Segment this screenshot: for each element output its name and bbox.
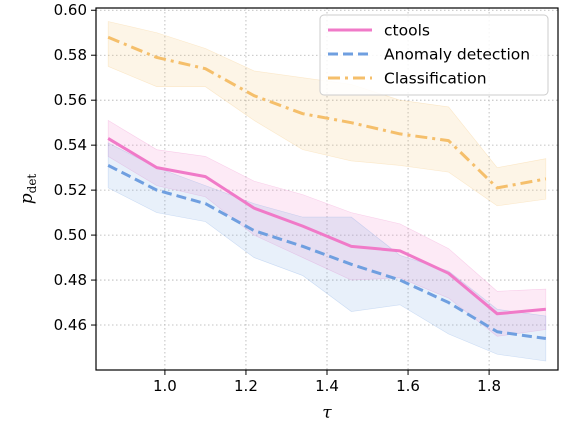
confidence-bands bbox=[107, 21, 547, 362]
y-axis-label-main: p bbox=[17, 193, 37, 204]
y-axis-label-subscript: det bbox=[25, 174, 39, 194]
ctools-line bbox=[107, 137, 546, 316]
series-lines bbox=[107, 35, 547, 341]
legend-label-ctools: ctools bbox=[384, 22, 430, 40]
legend-box bbox=[319, 14, 549, 96]
x-tick-label: 1.2 bbox=[234, 377, 258, 395]
y-tick-label: 0.48 bbox=[54, 271, 87, 289]
x-tick-label: 1.8 bbox=[477, 377, 501, 395]
y-tick-label: 0.52 bbox=[54, 181, 87, 199]
legend-label-anomaly-detection: Anomaly detection bbox=[384, 46, 530, 64]
y-axis-label: pdet bbox=[17, 174, 39, 205]
x-axis-label: τ bbox=[322, 403, 332, 423]
legend: ctools Anomaly detection Classification bbox=[319, 14, 549, 96]
classification-line bbox=[107, 35, 547, 190]
legend-label-classification: Classification bbox=[384, 70, 487, 88]
ctools-band bbox=[107, 119, 547, 337]
y-tick-label: 0.46 bbox=[54, 316, 87, 334]
legend-items: ctools Anomaly detection Classification bbox=[328, 22, 530, 88]
x-tick-label: 1.4 bbox=[315, 377, 339, 395]
y-tick-label: 0.54 bbox=[54, 136, 87, 154]
anomaly-detection-band bbox=[107, 142, 547, 362]
y-tick-label: 0.50 bbox=[54, 226, 87, 244]
axis-ticks: 1.0 1.2 1.4 1.6 1.8 0.46 0.48 0.50 0.52 0.54 0.56 0… bbox=[54, 1, 501, 395]
classification-band bbox=[107, 21, 547, 207]
x-tick-label: 1.0 bbox=[153, 377, 177, 395]
y-tick-label: 0.60 bbox=[54, 1, 87, 19]
anomaly-detection-line bbox=[107, 164, 547, 341]
x-tick-label: 1.6 bbox=[396, 377, 420, 395]
y-tick-label: 0.58 bbox=[54, 46, 87, 64]
y-tick-label: 0.56 bbox=[54, 91, 87, 109]
